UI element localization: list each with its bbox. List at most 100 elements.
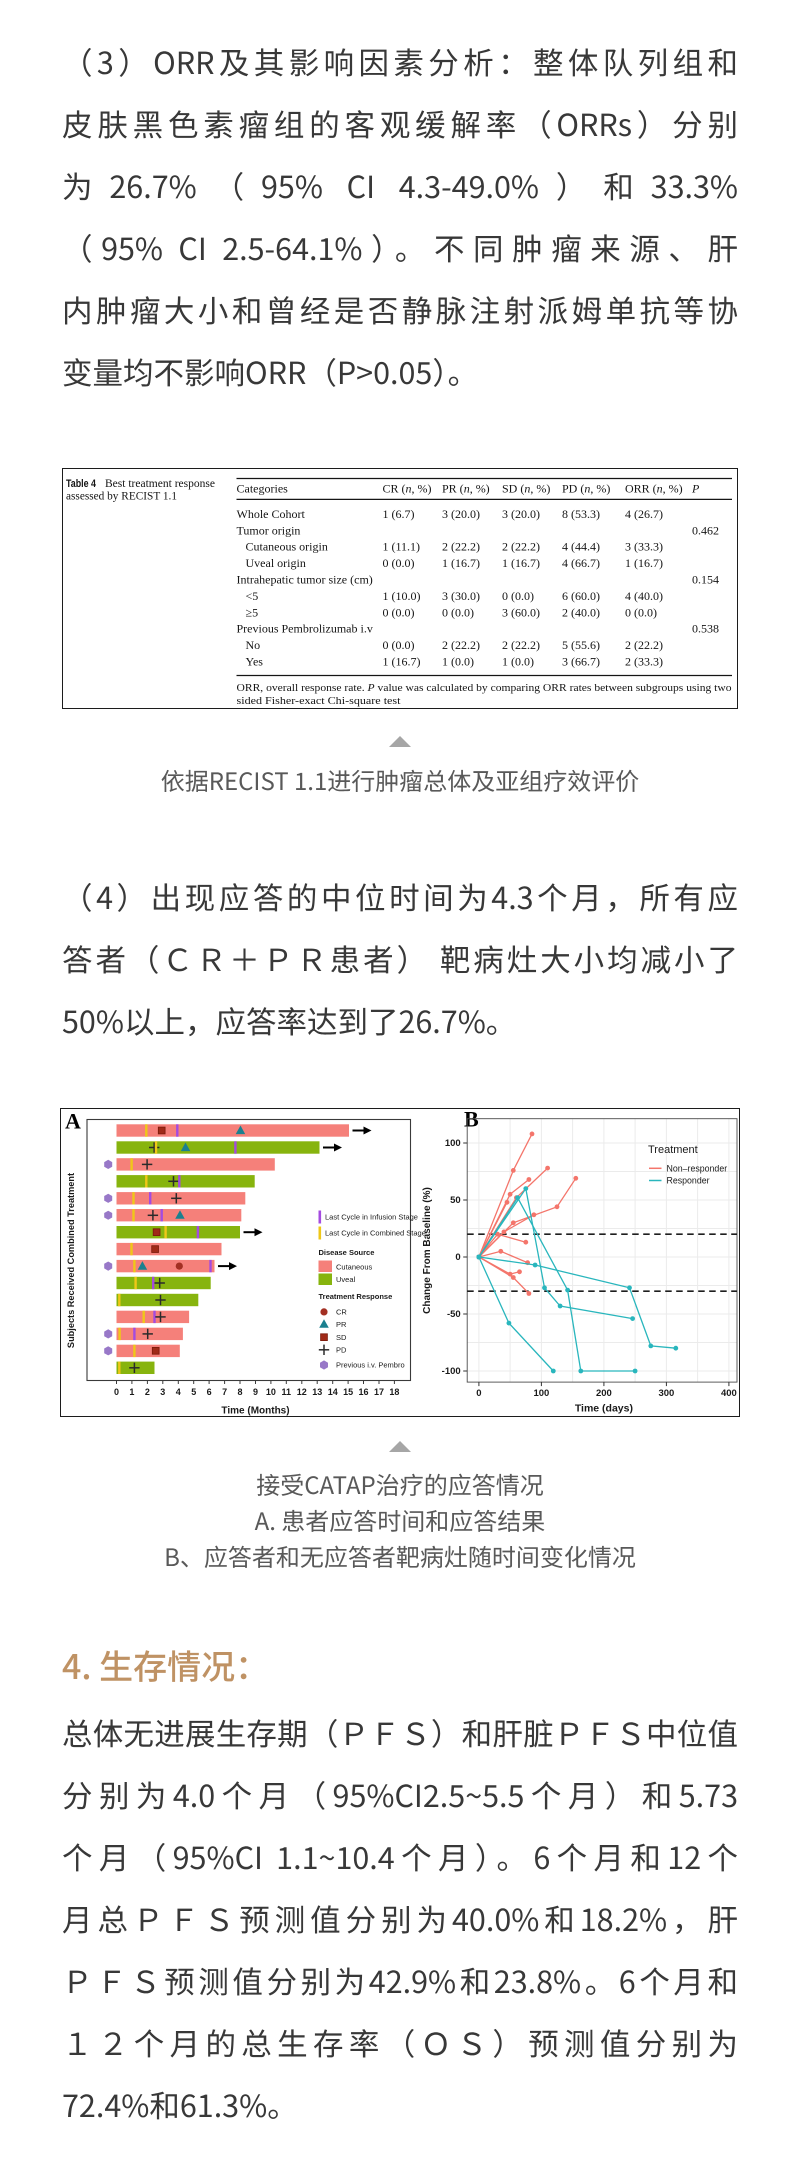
svg-text:2 (33.3): 2 (33.3) xyxy=(625,655,663,669)
svg-text:<5: <5 xyxy=(246,589,259,603)
svg-text:1 (10.0): 1 (10.0) xyxy=(383,589,421,603)
svg-text:1 (16.7): 1 (16.7) xyxy=(502,556,540,570)
svg-text:2 (22.2): 2 (22.2) xyxy=(502,638,540,652)
svg-text:11: 11 xyxy=(282,1387,292,1397)
svg-text:1 (16.7): 1 (16.7) xyxy=(383,655,421,669)
svg-text:2 (40.0): 2 (40.0) xyxy=(562,605,600,619)
svg-text:1 (11.1): 1 (11.1) xyxy=(383,540,421,554)
svg-text:Non–responder: Non–responder xyxy=(667,1164,728,1174)
svg-text:1 (6.7): 1 (6.7) xyxy=(383,507,415,521)
svg-text:13: 13 xyxy=(312,1387,322,1397)
svg-text:200: 200 xyxy=(596,1388,612,1399)
svg-text:100: 100 xyxy=(445,1138,461,1149)
svg-text:0 (0.0): 0 (0.0) xyxy=(383,638,415,652)
svg-text:≥5: ≥5 xyxy=(246,605,259,619)
svg-text:Last Cycle in Combined Stage: Last Cycle in Combined Stage xyxy=(325,1229,426,1238)
svg-text:0 (0.0): 0 (0.0) xyxy=(625,605,657,619)
svg-text:8: 8 xyxy=(237,1387,242,1397)
svg-text:Change From Baseline (%): Change From Baseline (%) xyxy=(422,1187,433,1314)
svg-text:0.462: 0.462 xyxy=(692,523,719,537)
svg-text:2 (22.2): 2 (22.2) xyxy=(442,540,480,554)
svg-text:12: 12 xyxy=(297,1387,307,1397)
svg-text:1 (16.7): 1 (16.7) xyxy=(625,556,663,570)
svg-text:Subjects Received Combined Tre: Subjects Received Combined Treatment xyxy=(66,1173,76,1348)
svg-text:3: 3 xyxy=(160,1387,165,1397)
svg-text:Cutaneous origin: Cutaneous origin xyxy=(246,540,328,554)
svg-text:8 (53.3): 8 (53.3) xyxy=(562,507,600,521)
svg-text:ORR, overall response rate. P: ORR, overall response rate. P value was … xyxy=(237,682,732,694)
svg-text:0.154: 0.154 xyxy=(692,573,719,587)
svg-text:No: No xyxy=(246,638,261,652)
svg-text:Yes: Yes xyxy=(246,655,264,669)
svg-text:Intrahepatic tumor size (cm): Intrahepatic tumor size (cm) xyxy=(237,573,373,587)
svg-text:1 (16.7): 1 (16.7) xyxy=(442,556,480,570)
svg-text:100: 100 xyxy=(533,1388,549,1399)
svg-text:Responder: Responder xyxy=(667,1176,710,1186)
svg-text:4 (26.7): 4 (26.7) xyxy=(625,507,663,521)
svg-text:-50: -50 xyxy=(447,1309,461,1320)
svg-text:Time (days): Time (days) xyxy=(575,1403,633,1415)
svg-text:0: 0 xyxy=(114,1387,119,1397)
svg-text:Last Cycle in Infusion Stage: Last Cycle in Infusion Stage xyxy=(325,1213,418,1222)
svg-text:2 (22.2): 2 (22.2) xyxy=(442,638,480,652)
svg-text:PR: PR xyxy=(336,1320,347,1329)
svg-text:3 (33.3): 3 (33.3) xyxy=(625,540,663,554)
svg-text:Whole Cohort: Whole Cohort xyxy=(237,507,306,521)
svg-text:6 (60.0): 6 (60.0) xyxy=(562,589,600,603)
svg-text:Treatment Response: Treatment Response xyxy=(319,1292,393,1301)
svg-text:400: 400 xyxy=(721,1388,737,1399)
svg-text:Tumor origin: Tumor origin xyxy=(237,523,301,537)
svg-text:10: 10 xyxy=(266,1387,276,1397)
svg-text:0: 0 xyxy=(455,1252,460,1263)
svg-text:1 (0.0): 1 (0.0) xyxy=(442,655,474,669)
svg-text:CR (n, %): CR (n, %) xyxy=(383,482,432,496)
svg-text:Categories: Categories xyxy=(237,482,289,496)
svg-text:0.538: 0.538 xyxy=(692,622,719,636)
svg-text:15: 15 xyxy=(343,1387,353,1397)
svg-text:P: P xyxy=(691,482,700,496)
svg-text:PD: PD xyxy=(336,1346,347,1355)
svg-text:3 (60.0): 3 (60.0) xyxy=(502,605,540,619)
svg-text:14: 14 xyxy=(328,1387,338,1397)
svg-text:PD (n, %): PD (n, %) xyxy=(562,482,610,496)
svg-text:Previous Pembrolizumab i.v: Previous Pembrolizumab i.v xyxy=(237,622,373,636)
svg-text:SD: SD xyxy=(336,1333,347,1342)
svg-text:7: 7 xyxy=(222,1387,227,1397)
svg-text:16: 16 xyxy=(358,1387,368,1397)
svg-text:0 (0.0): 0 (0.0) xyxy=(383,605,415,619)
svg-text:2: 2 xyxy=(145,1387,150,1397)
svg-text:Previous i.v. Pembro: Previous i.v. Pembro xyxy=(336,1361,405,1370)
svg-text:18: 18 xyxy=(389,1387,399,1397)
svg-text:4 (66.7): 4 (66.7) xyxy=(562,556,600,570)
svg-text:5 (55.6): 5 (55.6) xyxy=(562,638,600,652)
svg-text:0 (0.0): 0 (0.0) xyxy=(502,589,534,603)
svg-text:PR (n, %): PR (n, %) xyxy=(442,482,490,496)
svg-text:0 (0.0): 0 (0.0) xyxy=(383,556,415,570)
svg-text:5: 5 xyxy=(191,1387,196,1397)
svg-text:Disease Source: Disease Source xyxy=(319,1248,375,1257)
svg-text:Uveal: Uveal xyxy=(336,1275,356,1284)
svg-text:SD (n, %): SD (n, %) xyxy=(502,482,550,496)
svg-text:Cutaneous: Cutaneous xyxy=(336,1263,373,1272)
svg-text:4 (40.0): 4 (40.0) xyxy=(625,589,663,603)
svg-text:4 (44.4): 4 (44.4) xyxy=(562,540,600,554)
svg-text:2 (22.2): 2 (22.2) xyxy=(625,638,663,652)
svg-text:Time (Months): Time (Months) xyxy=(221,1406,289,1417)
svg-text:4: 4 xyxy=(176,1387,181,1397)
svg-text:assessed by RECIST 1.1: assessed by RECIST 1.1 xyxy=(66,491,177,503)
svg-text:3 (30.0): 3 (30.0) xyxy=(442,589,480,603)
svg-text:0: 0 xyxy=(476,1388,481,1399)
svg-text:3 (20.0): 3 (20.0) xyxy=(442,507,480,521)
svg-text:B: B xyxy=(464,1109,479,1132)
svg-text:CR: CR xyxy=(336,1308,347,1317)
svg-text:300: 300 xyxy=(658,1388,674,1399)
svg-text:Uveal origin: Uveal origin xyxy=(246,556,306,570)
svg-text:3 (20.0): 3 (20.0) xyxy=(502,507,540,521)
svg-text:50: 50 xyxy=(450,1195,461,1206)
svg-text:17: 17 xyxy=(374,1387,384,1397)
svg-text:1: 1 xyxy=(129,1387,134,1397)
svg-text:2 (22.2): 2 (22.2) xyxy=(502,540,540,554)
svg-text:3 (66.7): 3 (66.7) xyxy=(562,655,600,669)
svg-text:-100: -100 xyxy=(442,1366,461,1377)
